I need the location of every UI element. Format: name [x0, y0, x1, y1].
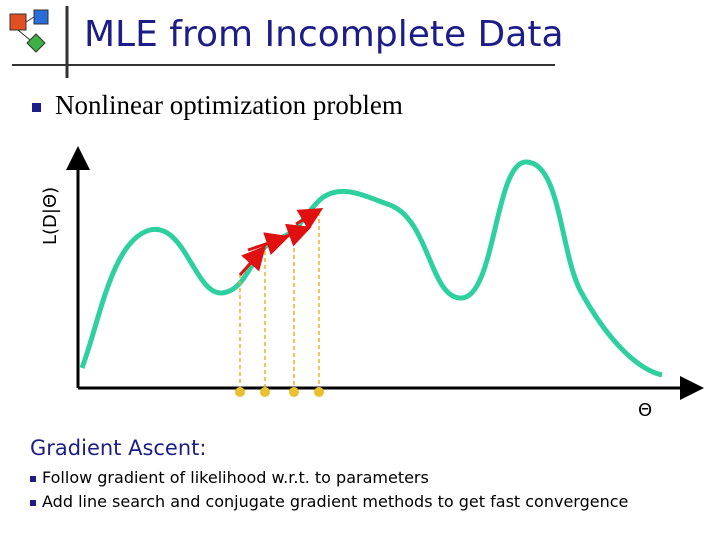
iterates [235, 387, 324, 397]
item-text: Follow gradient of likelihood w.r.t. to … [42, 468, 429, 487]
item-text: Add line search and conjugate gradient m… [42, 492, 629, 511]
list-item: Follow gradient of likelihood w.r.t. to … [30, 468, 429, 487]
likelihood-curve [79, 159, 663, 378]
y-axis-label: L(D|Θ) [40, 186, 61, 245]
gradient-arrows [238, 207, 324, 276]
list-item: Add line search and conjugate gradient m… [30, 492, 628, 511]
bullet: Nonlinear optimization problem [55, 90, 403, 120]
logo [9, 9, 49, 53]
x-axis-label: Θ [638, 400, 653, 421]
title: MLE from Incomplete Data [84, 14, 564, 55]
bullet-square [32, 103, 41, 112]
section-heading: Gradient Ascent: [30, 436, 207, 460]
